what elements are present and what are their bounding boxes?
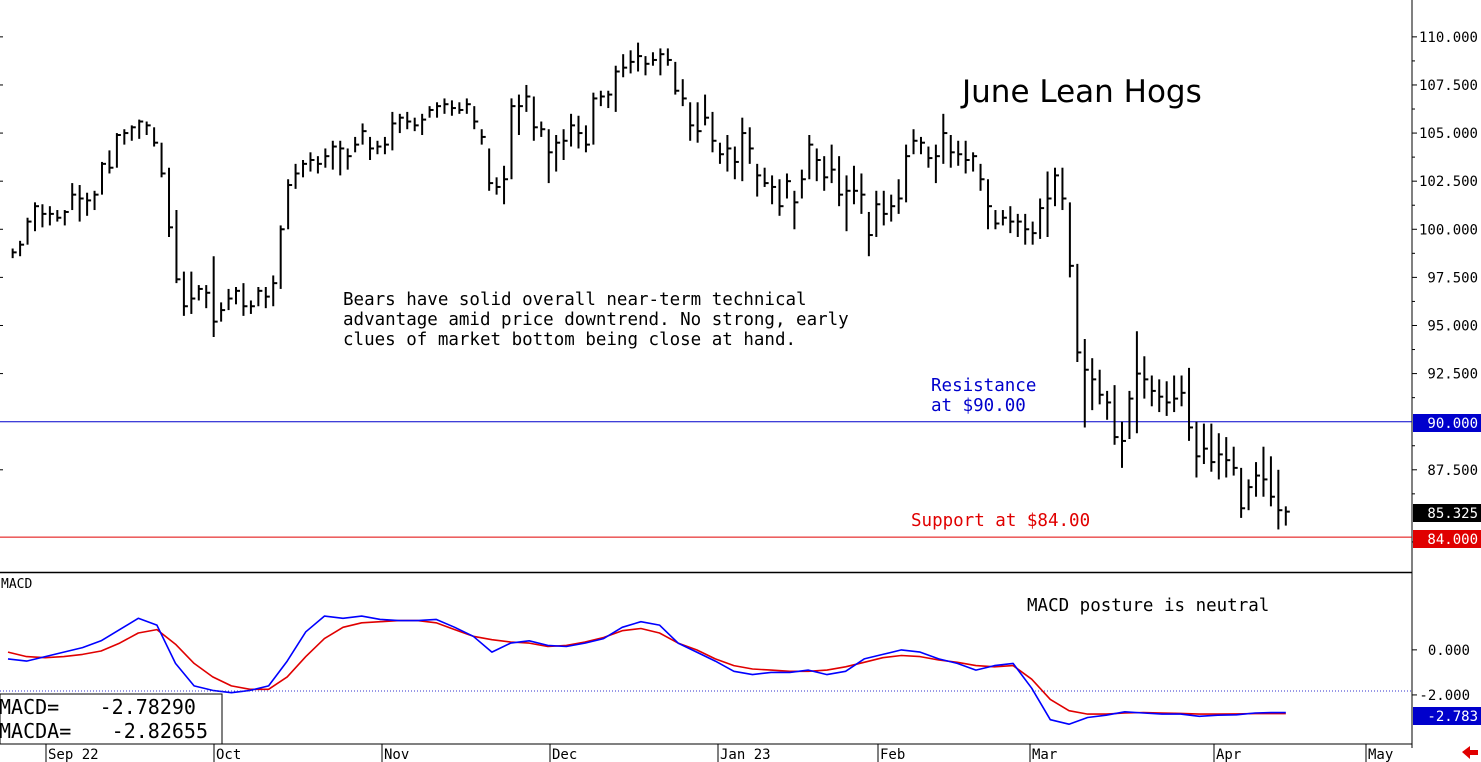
scroll-left-arrow-icon[interactable] — [1462, 746, 1478, 759]
macd-value-label: -2.783 — [1427, 709, 1478, 725]
bear-annotation-line-1: Bears have solid overall near-term techn… — [343, 290, 807, 310]
month-tick-label: Nov — [384, 747, 409, 762]
month-tick-label: Dec — [552, 747, 577, 762]
support-annotation: Support at $84.00 — [911, 511, 1090, 531]
macda-readout-label: MACDA= — [0, 719, 71, 743]
price-y-axis: 110.000 107.500 105.000 102.500 100.000 97.50… — [0, 30, 1478, 543]
chart-title: June Lean Hogs — [960, 74, 1202, 110]
month-tick-label: Jan 23 — [720, 747, 771, 762]
price-bars — [11, 42, 1290, 530]
resistance-annotation-line-1: Resistance — [931, 376, 1036, 396]
price-tick-label: 102.500 — [1419, 174, 1478, 190]
macd-readout-value: -2.78290 — [100, 695, 196, 719]
last-price-label: 85.325 — [1427, 506, 1478, 522]
macd-readout-box — [0, 693, 223, 745]
price-tick-label: 95.000 — [1427, 318, 1478, 334]
month-tick-label: May — [1368, 747, 1393, 762]
macd-readout-label: MACD= — [0, 695, 59, 719]
support-value-box — [1413, 530, 1481, 548]
price-tick-label: 97.500 — [1427, 270, 1478, 286]
support-value-label: 84.000 — [1427, 532, 1478, 548]
last-price-box — [1413, 504, 1481, 522]
resistance-value-box — [1413, 414, 1481, 432]
resistance-annotation: Resistance at $90.00 — [931, 376, 1047, 416]
macd-y-axis: 0.000 -2.000 — [1412, 643, 1470, 704]
macd-annotation: MACD posture is neutral — [1027, 596, 1269, 616]
macd-readout: MACD= -2.78290 MACDA= -2.82655 — [0, 695, 208, 743]
month-tick-label: Feb — [880, 747, 905, 762]
resistance-value-label: 90.000 — [1427, 416, 1478, 432]
macd-tick-label: 0.000 — [1428, 643, 1470, 659]
macd-tick-label: -2.000 — [1419, 688, 1470, 704]
month-tick-label: Sep 22 — [48, 747, 99, 762]
month-tick-label: Apr — [1216, 747, 1241, 762]
support-resistance-levels — [0, 421, 1412, 538]
macd-value-box — [1413, 707, 1481, 725]
bear-annotation: Bears have solid overall near-term techn… — [343, 290, 859, 350]
price-tick-label: 87.500 — [1427, 463, 1478, 479]
month-tick-label: Oct — [216, 747, 241, 762]
price-tick-label: 107.500 — [1419, 78, 1478, 94]
bear-annotation-line-3: clues of market bottom being close at ha… — [343, 330, 796, 350]
bear-annotation-line-2: advantage amid price downtrend. No stron… — [343, 310, 849, 330]
macda-line — [7, 619, 1286, 715]
macd-line — [7, 615, 1286, 726]
macda-readout-value: -2.82655 — [112, 719, 208, 743]
month-tick-label: Mar — [1032, 747, 1057, 762]
macd-panel-label: MACD — [1, 577, 32, 592]
price-tick-label: 100.000 — [1419, 222, 1478, 238]
macd-lines — [7, 615, 1286, 726]
price-tick-label: 92.500 — [1427, 367, 1478, 383]
resistance-annotation-line-2: at $90.00 — [931, 396, 1026, 416]
time-x-axis: Sep 22 Oct Nov Dec Jan 23 Feb Mar Apr May — [45, 744, 1393, 762]
price-tick-label: 105.000 — [1419, 126, 1478, 142]
price-tick-label: 110.000 — [1419, 30, 1478, 46]
